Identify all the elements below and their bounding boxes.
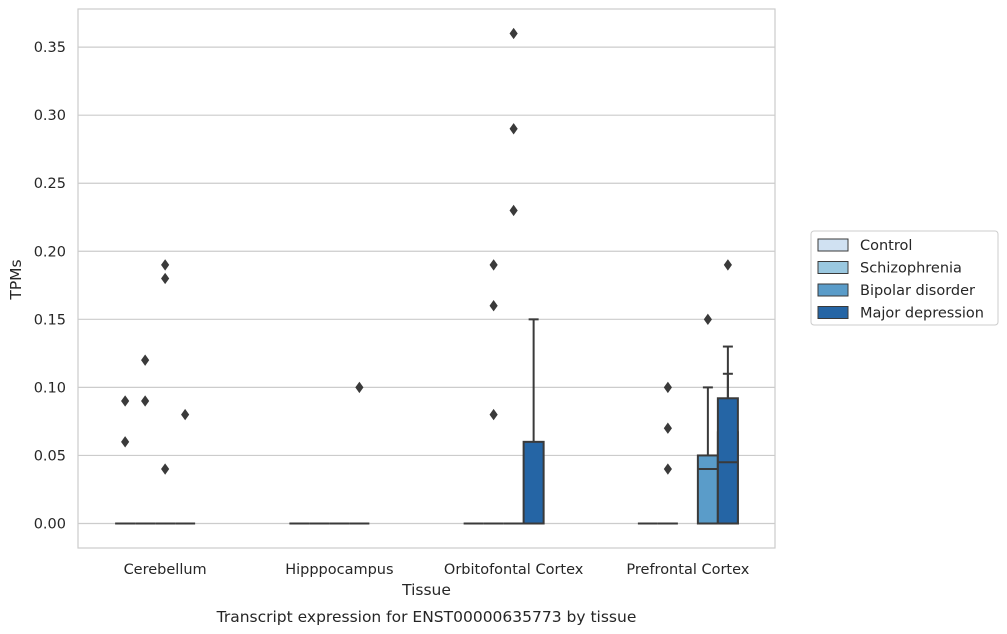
legend: Control Schizophrenia Bipolar disorder Majo… (810, 230, 999, 326)
legend-swatch (817, 238, 849, 252)
y-axis-ticks: 0.00 0.05 0.10 0.15 0.20 0.25 0.30 0.35 (34, 40, 66, 532)
outlier-point (161, 259, 170, 271)
outlier-point (121, 436, 130, 448)
outlier-point (181, 408, 190, 421)
y-tick-label: 0.05 (34, 448, 66, 464)
y-tick-label: 0.15 (34, 312, 66, 328)
legend-label: Control (860, 238, 912, 254)
box-major-depression-cerebellum (175, 408, 196, 525)
box-plot-marks (115, 27, 739, 525)
grid-lines (78, 46, 775, 525)
outlier-point (663, 422, 672, 434)
y-tick-label: 0.10 (34, 380, 66, 396)
box-schizophrenia-prefrontal-cortex (657, 381, 678, 525)
x-axis-label: Tissue (401, 581, 451, 599)
outlier-point (141, 354, 150, 366)
legend-swatch (817, 306, 849, 319)
outlier-point (703, 313, 712, 326)
outlier-point (141, 395, 150, 407)
box-body (522, 440, 545, 525)
outlier-point (121, 395, 130, 407)
outlier-point (489, 408, 498, 421)
outlier-point (161, 272, 170, 285)
box-extra-prefrontal-cortex (716, 345, 739, 525)
y-tick-label: 0.30 (34, 108, 66, 124)
x-tick-label: Prefrontal Cortex (626, 562, 749, 578)
legend-label: Bipolar disorder (860, 283, 975, 299)
box-bipolar-disorder-orbitofontal-cortex (503, 27, 524, 525)
outlier-point (509, 27, 518, 40)
x-tick-label: Hipppocampus (285, 562, 393, 578)
outlier-point (161, 463, 170, 475)
box-control-cerebellum (115, 395, 136, 525)
box-major-depression-orbitofontal-cortex (522, 318, 545, 525)
outlier-point (355, 381, 364, 394)
outlier-point (509, 123, 518, 135)
y-tick-label: 0.20 (34, 244, 66, 260)
legend-label: Schizophrenia (860, 261, 962, 277)
box-bipolar-disorder-prefrontal-cortex (696, 313, 719, 525)
box-schizophrenia-orbitofontal-cortex (483, 259, 504, 525)
legend-frame (810, 230, 999, 326)
legend-swatch (817, 261, 849, 274)
y-axis-label: TPMs (7, 259, 25, 300)
box-body (716, 397, 739, 525)
legend-swatch (817, 283, 849, 297)
outlier-point (723, 259, 732, 271)
plot-frame (77, 8, 776, 549)
outlier-point (663, 381, 672, 394)
outlier-point (489, 300, 498, 312)
box-schizophrenia-cerebellum (135, 354, 156, 525)
x-tick-label: Cerebellum (124, 562, 207, 578)
box-major-depression-hipppocampus (349, 381, 370, 525)
box-bipolar-disorder-cerebellum (155, 259, 176, 525)
y-tick-label: 0.25 (34, 176, 66, 192)
y-tick-label: 0.35 (34, 40, 66, 56)
y-tick-label: 0.00 (34, 517, 66, 533)
outlier-point (663, 463, 672, 475)
legend-label: Major depression (860, 306, 984, 322)
x-tick-label: Orbitofontal Cortex (444, 562, 584, 578)
outlier-point (489, 259, 498, 271)
chart-caption: Transcript expression for ENST0000063577… (216, 608, 637, 626)
outlier-point (509, 204, 518, 217)
box-body (696, 454, 719, 525)
x-axis-ticks: Cerebellum Hipppocampus Orbitofontal Corte… (124, 562, 750, 578)
